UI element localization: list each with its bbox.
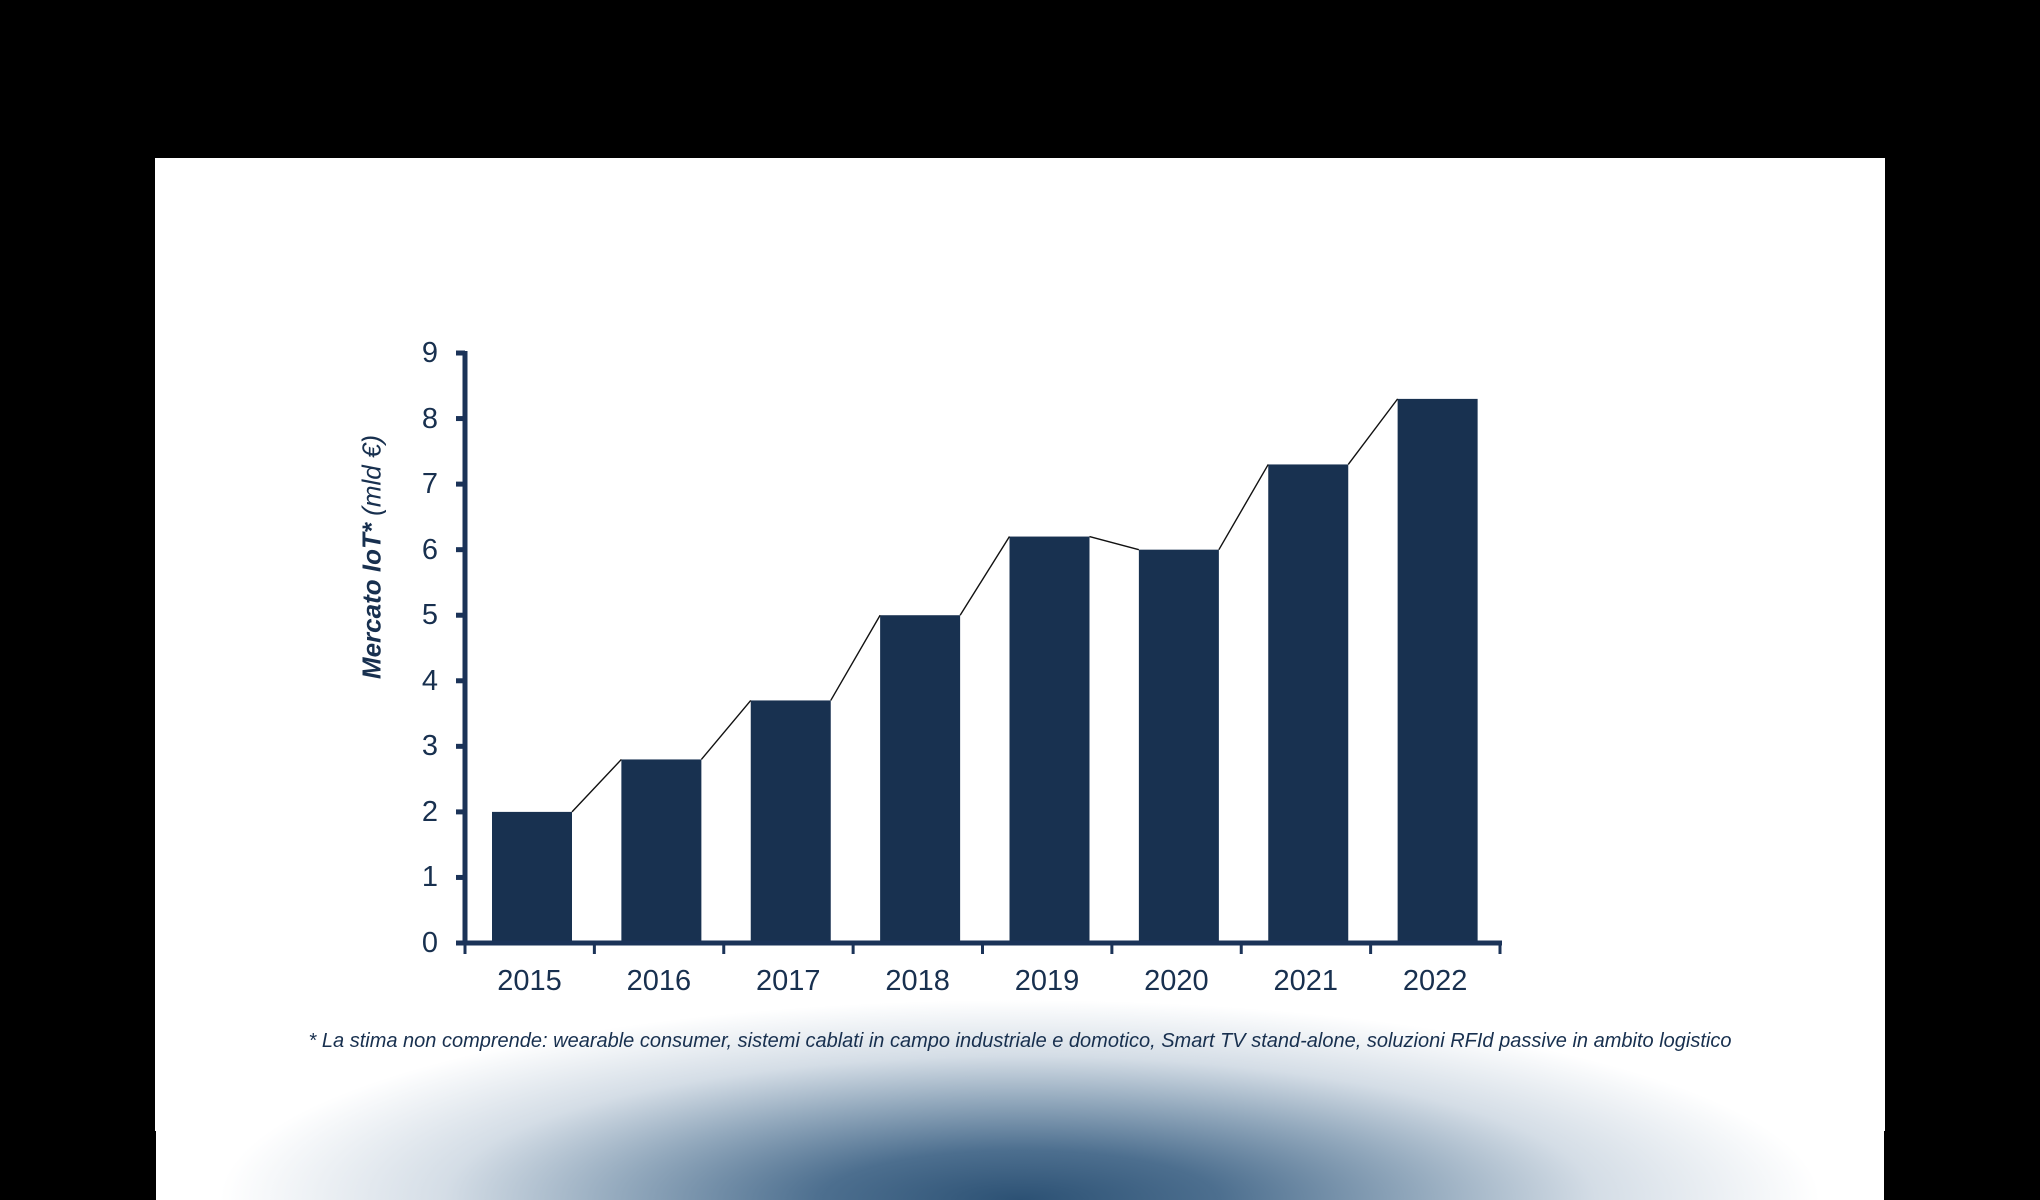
y-tick-label: 0 [421,927,438,959]
y-tick-label: 2 [421,795,438,828]
connector-line [1089,535,1140,551]
connector-line [1218,464,1269,551]
y-tick-label: 8 [421,402,438,435]
x-tick-label: 2015 [497,965,562,997]
x-tick-label: 2018 [885,965,950,997]
x-tick-label: 2016 [626,965,692,997]
x-tick-label: 2017 [755,965,821,997]
connector-line [830,614,881,701]
footnote: * La stima non comprende: wearable consu… [308,1030,1732,1052]
y-tick-label: 4 [421,664,438,697]
y-tick-label: 3 [421,730,438,763]
connector-line [700,699,752,760]
y-tick-label: 1 [421,861,438,894]
y-tick-label: 6 [421,533,438,566]
connector-line [959,536,1011,616]
bar-2017 [750,700,831,943]
y-tick-label: 9 [421,337,438,369]
x-tick-label: 2022 [1402,965,1468,997]
bar-2018 [880,615,961,943]
y-axis-title-main: Mercato IoT* [356,523,387,680]
bar-2016 [621,759,702,943]
x-tick-label: 2021 [1273,965,1338,997]
y-tick-label: 5 [421,599,438,632]
bar-2015 [492,811,572,943]
y-tick-label: 7 [421,468,438,501]
connector-line [571,758,622,813]
x-tick-label: 2019 [1014,965,1080,997]
y-axis-title: Mercato IoT* (mld €) [357,435,388,679]
bar-2019 [1009,536,1090,943]
bar-2021 [1268,464,1349,943]
x-tick-label: 2020 [1144,965,1209,997]
bar-2022 [1397,398,1478,943]
connector-line [1347,398,1399,465]
bottom-gradient-glow [220,1000,1820,1200]
bar-2020 [1138,549,1219,943]
y-axis-title-unit: (mld €) [356,434,387,524]
